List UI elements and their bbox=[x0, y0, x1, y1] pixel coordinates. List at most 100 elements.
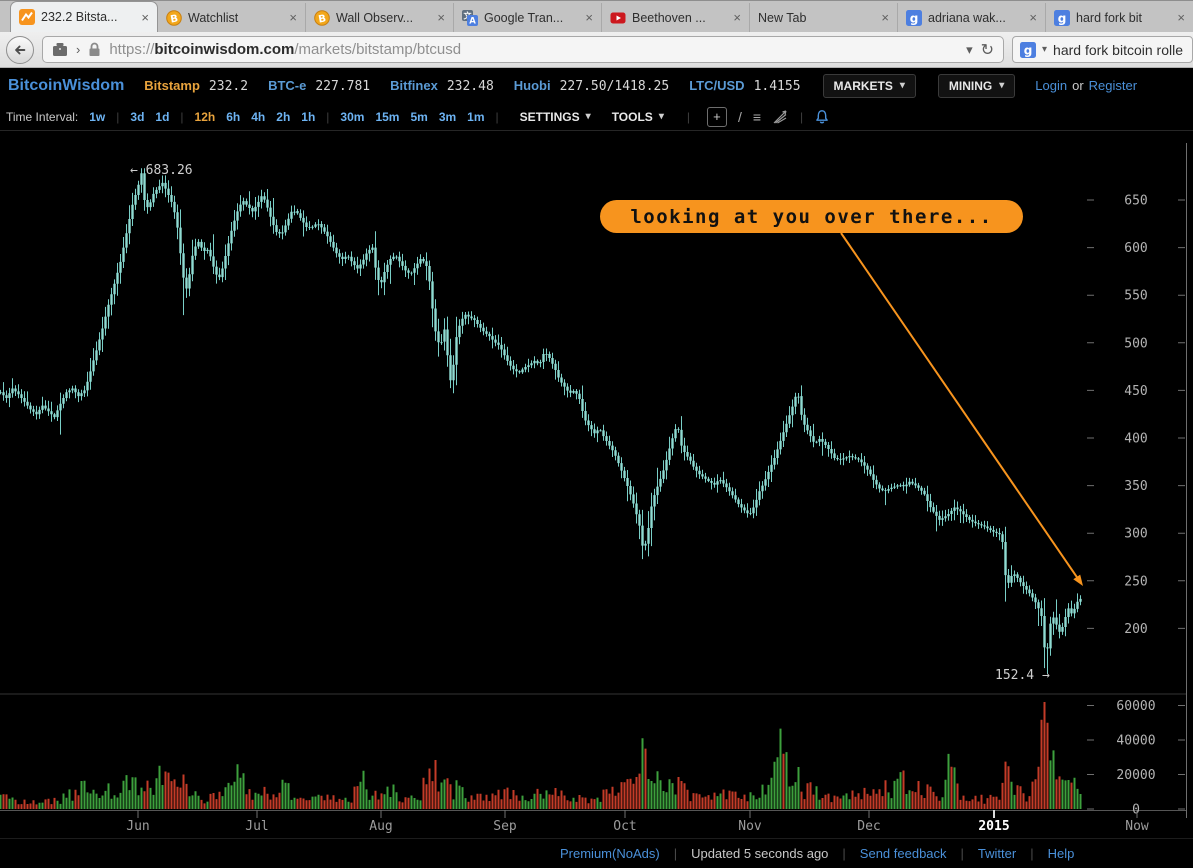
search-dropdown-icon[interactable]: ▾ bbox=[1042, 44, 1048, 55]
youtube-icon bbox=[610, 12, 626, 23]
ticker-label[interactable]: Bitfinex bbox=[390, 77, 438, 93]
low-price-annotation: 152.4 → bbox=[995, 668, 1050, 683]
tab-close-icon[interactable]: × bbox=[881, 10, 889, 25]
browser-tab[interactable]: Beethoven ... × bbox=[602, 3, 750, 32]
interval-30m[interactable]: 30m bbox=[340, 109, 365, 124]
tab-close-icon[interactable]: × bbox=[733, 10, 741, 25]
interval-12h[interactable]: 12h bbox=[194, 109, 216, 124]
tab-close-icon[interactable]: × bbox=[585, 10, 593, 25]
alert-bell-icon[interactable] bbox=[814, 109, 830, 125]
tab-strip: 232.2 Bitsta... × B Watchlist × B Wall Observ.… bbox=[0, 0, 1193, 32]
annotation-bubble[interactable] bbox=[600, 200, 1023, 233]
high-price-annotation: ← 683.26 bbox=[130, 163, 193, 178]
help-link[interactable]: Help bbox=[1047, 846, 1075, 861]
price-tick-label: 400 bbox=[1124, 432, 1147, 447]
login-link[interactable]: Login bbox=[1035, 78, 1068, 93]
interval-5m[interactable]: 5m bbox=[410, 109, 428, 124]
browser-tab[interactable]: New Tab × bbox=[750, 3, 898, 32]
caret-down-icon: ▾ bbox=[899, 80, 905, 91]
twitter-link[interactable]: Twitter bbox=[977, 846, 1017, 861]
site-tile-icon[interactable] bbox=[52, 42, 68, 57]
back-arrow-icon bbox=[15, 45, 26, 54]
premium-link[interactable]: Premium(NoAds) bbox=[560, 846, 660, 861]
settings-menu[interactable]: SETTINGS ▾ bbox=[519, 109, 591, 124]
markets-menu[interactable]: MARKETS ▾ bbox=[822, 73, 916, 98]
ticker-list: Bitstamp 232.2 BTC-e 227.781 Bitfinex 232.48 H… bbox=[144, 78, 800, 94]
chart-toolbar: Time Interval: 1w | 3d 1d | 12h 6h 4h 2h 1h | 30m 15… bbox=[0, 103, 1193, 131]
tab-close-icon[interactable]: × bbox=[289, 10, 297, 25]
browser-tab[interactable]: B Watchlist × bbox=[158, 3, 306, 32]
tab-close-icon[interactable]: × bbox=[1177, 10, 1185, 25]
volume-tick-label: 60000 bbox=[1116, 699, 1155, 714]
mining-menu[interactable]: MINING ▾ bbox=[937, 73, 1016, 98]
annotation-bubble-text: looking at you over there... bbox=[630, 206, 992, 228]
volume-bars-up bbox=[0, 728, 1082, 809]
crosshair-tool-icon[interactable]: + bbox=[706, 106, 727, 127]
register-link[interactable]: Register bbox=[1088, 78, 1138, 93]
browser-tab[interactable]: 232.2 Bitsta... × bbox=[10, 1, 158, 32]
price-tick-label: 500 bbox=[1124, 336, 1147, 351]
volume-tick-label: 0 bbox=[1132, 803, 1140, 818]
price-chart-area[interactable]: 650 600 550 500 450 400 350 300 250 200 60000 40000… bbox=[0, 131, 1193, 838]
separator: | bbox=[180, 109, 184, 124]
separator: | bbox=[800, 109, 804, 124]
trendline-tool-icon[interactable]: / bbox=[737, 108, 742, 125]
browser-tab[interactable]: g adriana wak... × bbox=[898, 3, 1046, 32]
volume-tick-label: 40000 bbox=[1116, 734, 1155, 749]
tab-close-icon[interactable]: × bbox=[141, 9, 149, 25]
omnibox[interactable]: › https://bitcoinwisdom.com/markets/bits… bbox=[42, 36, 1004, 63]
browser-tab[interactable]: g hard fork bit × bbox=[1046, 3, 1193, 32]
interval-1w[interactable]: 1w bbox=[89, 109, 106, 124]
google-icon: g bbox=[1020, 41, 1036, 58]
ticker-label[interactable]: BTC-e bbox=[268, 77, 307, 93]
ticker-label[interactable]: Bitstamp bbox=[144, 77, 200, 93]
ticker-bitfinex: Bitfinex 232.48 bbox=[390, 78, 494, 94]
tab-close-icon[interactable]: × bbox=[437, 10, 445, 25]
url-path: /markets/bitstamp/btcusd bbox=[294, 41, 462, 58]
url-text[interactable]: https://bitcoinwisdom.com/markets/bitsta… bbox=[109, 41, 958, 58]
interval-1d[interactable]: 1d bbox=[155, 109, 170, 124]
brand-logo[interactable]: BitcoinWisdom bbox=[8, 76, 125, 94]
interval-2h[interactable]: 2h bbox=[276, 109, 291, 124]
interval-4h[interactable]: 4h bbox=[251, 109, 266, 124]
tab-title: New Tab bbox=[758, 10, 807, 25]
annotation-arrow-head bbox=[1073, 574, 1083, 586]
tab-title: adriana wak... bbox=[928, 10, 1006, 25]
fan-lines-tool-icon[interactable] bbox=[772, 109, 789, 124]
annotation-arrow-line bbox=[840, 232, 1080, 580]
reload-icon[interactable]: ↻ bbox=[980, 41, 994, 59]
toolbar-search[interactable]: g ▾ hard fork bitcoin rolle bbox=[1012, 36, 1193, 63]
month-label: Dec bbox=[857, 819, 880, 834]
separator: | bbox=[326, 109, 330, 124]
price-tick-label: 250 bbox=[1124, 574, 1147, 589]
month-label: Nov bbox=[738, 819, 762, 834]
back-button[interactable] bbox=[6, 35, 34, 64]
interval-1m[interactable]: 1m bbox=[467, 109, 485, 124]
interval-list: 1w | 3d 1d | 12h 6h 4h 2h 1h | 30m 15m 5m 3m 1m bbox=[89, 110, 484, 124]
month-label: Now bbox=[1125, 819, 1149, 834]
updated-status: Updated 5 seconds ago bbox=[691, 846, 829, 861]
tools-menu[interactable]: TOOLS ▾ bbox=[611, 109, 664, 124]
interval-3m[interactable]: 3m bbox=[438, 109, 457, 124]
horizontal-line-tool-icon[interactable]: ≡ bbox=[752, 108, 762, 125]
interval-1h[interactable]: 1h bbox=[301, 109, 316, 124]
tab-close-icon[interactable]: × bbox=[1029, 10, 1037, 25]
interval-6h[interactable]: 6h bbox=[226, 109, 241, 124]
ticker-label[interactable]: Huobi bbox=[513, 77, 551, 93]
interval-15m[interactable]: 15m bbox=[375, 109, 400, 124]
month-label: Jun bbox=[126, 819, 149, 834]
search-query-text[interactable]: hard fork bitcoin rolle bbox=[1053, 41, 1183, 58]
feedback-link[interactable]: Send feedback bbox=[859, 846, 947, 861]
volume-bars-down bbox=[2, 702, 1073, 809]
url-dropdown-icon[interactable]: ▾ bbox=[966, 41, 973, 57]
site-header: BitcoinWisdom Bitstamp 232.2 BTC-e 227.781 B… bbox=[0, 68, 1193, 103]
caret-down-icon: ▾ bbox=[999, 80, 1005, 91]
browser-tab[interactable]: 文A Google Tran... × bbox=[454, 3, 602, 32]
interval-3d[interactable]: 3d bbox=[130, 109, 145, 124]
browser-tab[interactable]: B Wall Observ... × bbox=[306, 3, 454, 32]
ticker-label[interactable]: LTC/USD bbox=[689, 77, 745, 93]
ticker-value: 1.4155 bbox=[753, 78, 801, 94]
bitcoin-icon: B bbox=[314, 9, 330, 26]
separator: | bbox=[495, 109, 499, 124]
